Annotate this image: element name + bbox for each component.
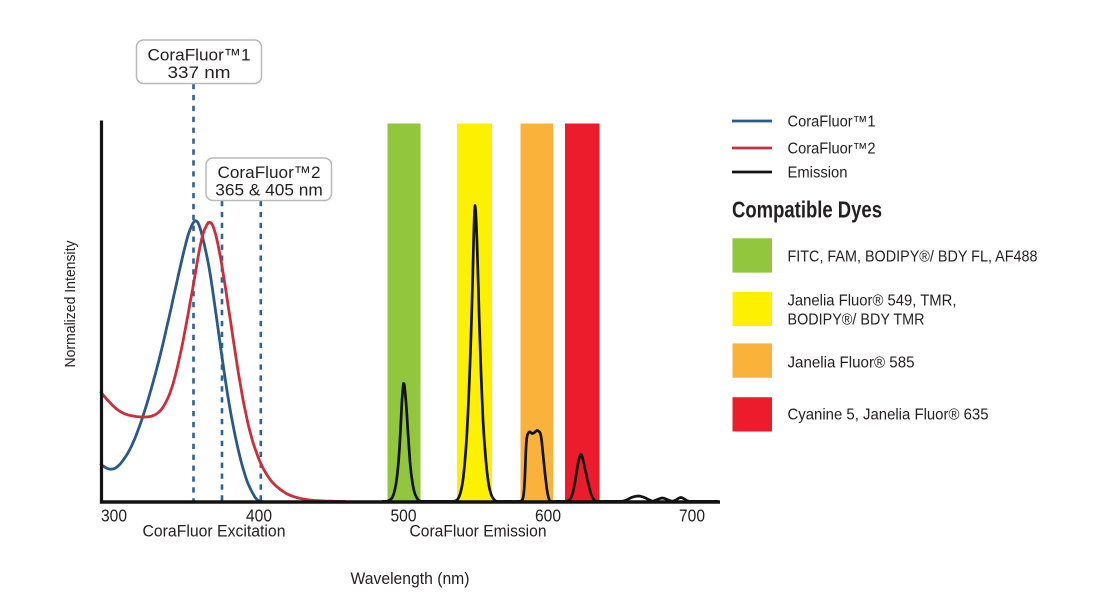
svg-text:400: 400 [246, 506, 272, 526]
svg-text:CoraFluor Emission: CoraFluor Emission [410, 523, 547, 541]
svg-text:Wavelength (nm): Wavelength (nm) [351, 570, 470, 588]
svg-text:600: 600 [535, 506, 561, 526]
svg-text:FITC, FAM, BODIPY®/ BDY FL, AF: FITC, FAM, BODIPY®/ BDY FL, AF488 [788, 249, 1038, 266]
svg-text:300: 300 [101, 506, 127, 526]
svg-text:337 nm: 337 nm [168, 63, 231, 82]
svg-text:CoraFluor™1: CoraFluor™1 [788, 114, 876, 131]
svg-text:Emission: Emission [788, 165, 848, 182]
svg-text:CoraFluor™2: CoraFluor™2 [218, 163, 321, 182]
svg-text:Janelia Fluor® 549, TMR,: Janelia Fluor® 549, TMR, [788, 293, 957, 310]
svg-text:BODIPY®/ BDY TMR: BODIPY®/ BDY TMR [788, 312, 925, 329]
svg-text:CoraFluor Excitation: CoraFluor Excitation [143, 523, 286, 541]
svg-text:Compatible Dyes: Compatible Dyes [732, 197, 882, 223]
svg-text:CoraFluor™1: CoraFluor™1 [148, 46, 251, 65]
svg-text:Cyanine 5, Janelia Fluor® 635: Cyanine 5, Janelia Fluor® 635 [788, 407, 989, 424]
svg-text:Normalized Intensity: Normalized Intensity [62, 240, 79, 367]
svg-text:CoraFluor™2: CoraFluor™2 [788, 141, 876, 158]
svg-text:700: 700 [679, 506, 705, 526]
svg-text:Janelia Fluor® 585: Janelia Fluor® 585 [788, 355, 915, 372]
svg-text:365 & 405 nm: 365 & 405 nm [215, 181, 323, 200]
svg-text:500: 500 [391, 506, 417, 526]
